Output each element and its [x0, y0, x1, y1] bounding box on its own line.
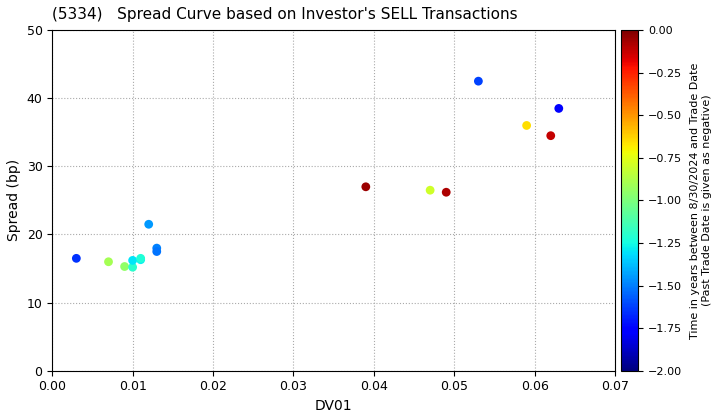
Point [151, 248, 163, 255]
Point [143, 221, 155, 228]
Point [472, 78, 484, 84]
Point [127, 264, 138, 270]
X-axis label: DV01: DV01 [315, 399, 353, 413]
Y-axis label: Spread (bp): Spread (bp) [7, 159, 21, 242]
Point [545, 132, 557, 139]
Point [360, 184, 372, 190]
Point [151, 245, 163, 252]
Point [103, 258, 114, 265]
Point [553, 105, 564, 112]
Point [135, 255, 146, 262]
Point [119, 263, 130, 270]
Point [71, 255, 82, 262]
Point [424, 187, 436, 194]
Point [521, 122, 532, 129]
Text: (5334)   Spread Curve based on Investor's SELL Transactions: (5334) Spread Curve based on Investor's … [53, 7, 518, 22]
Point [441, 189, 452, 196]
Y-axis label: Time in years between 8/30/2024 and Trade Date
(Past Trade Date is given as nega: Time in years between 8/30/2024 and Trad… [690, 62, 712, 339]
Point [135, 256, 146, 263]
Point [127, 257, 138, 264]
